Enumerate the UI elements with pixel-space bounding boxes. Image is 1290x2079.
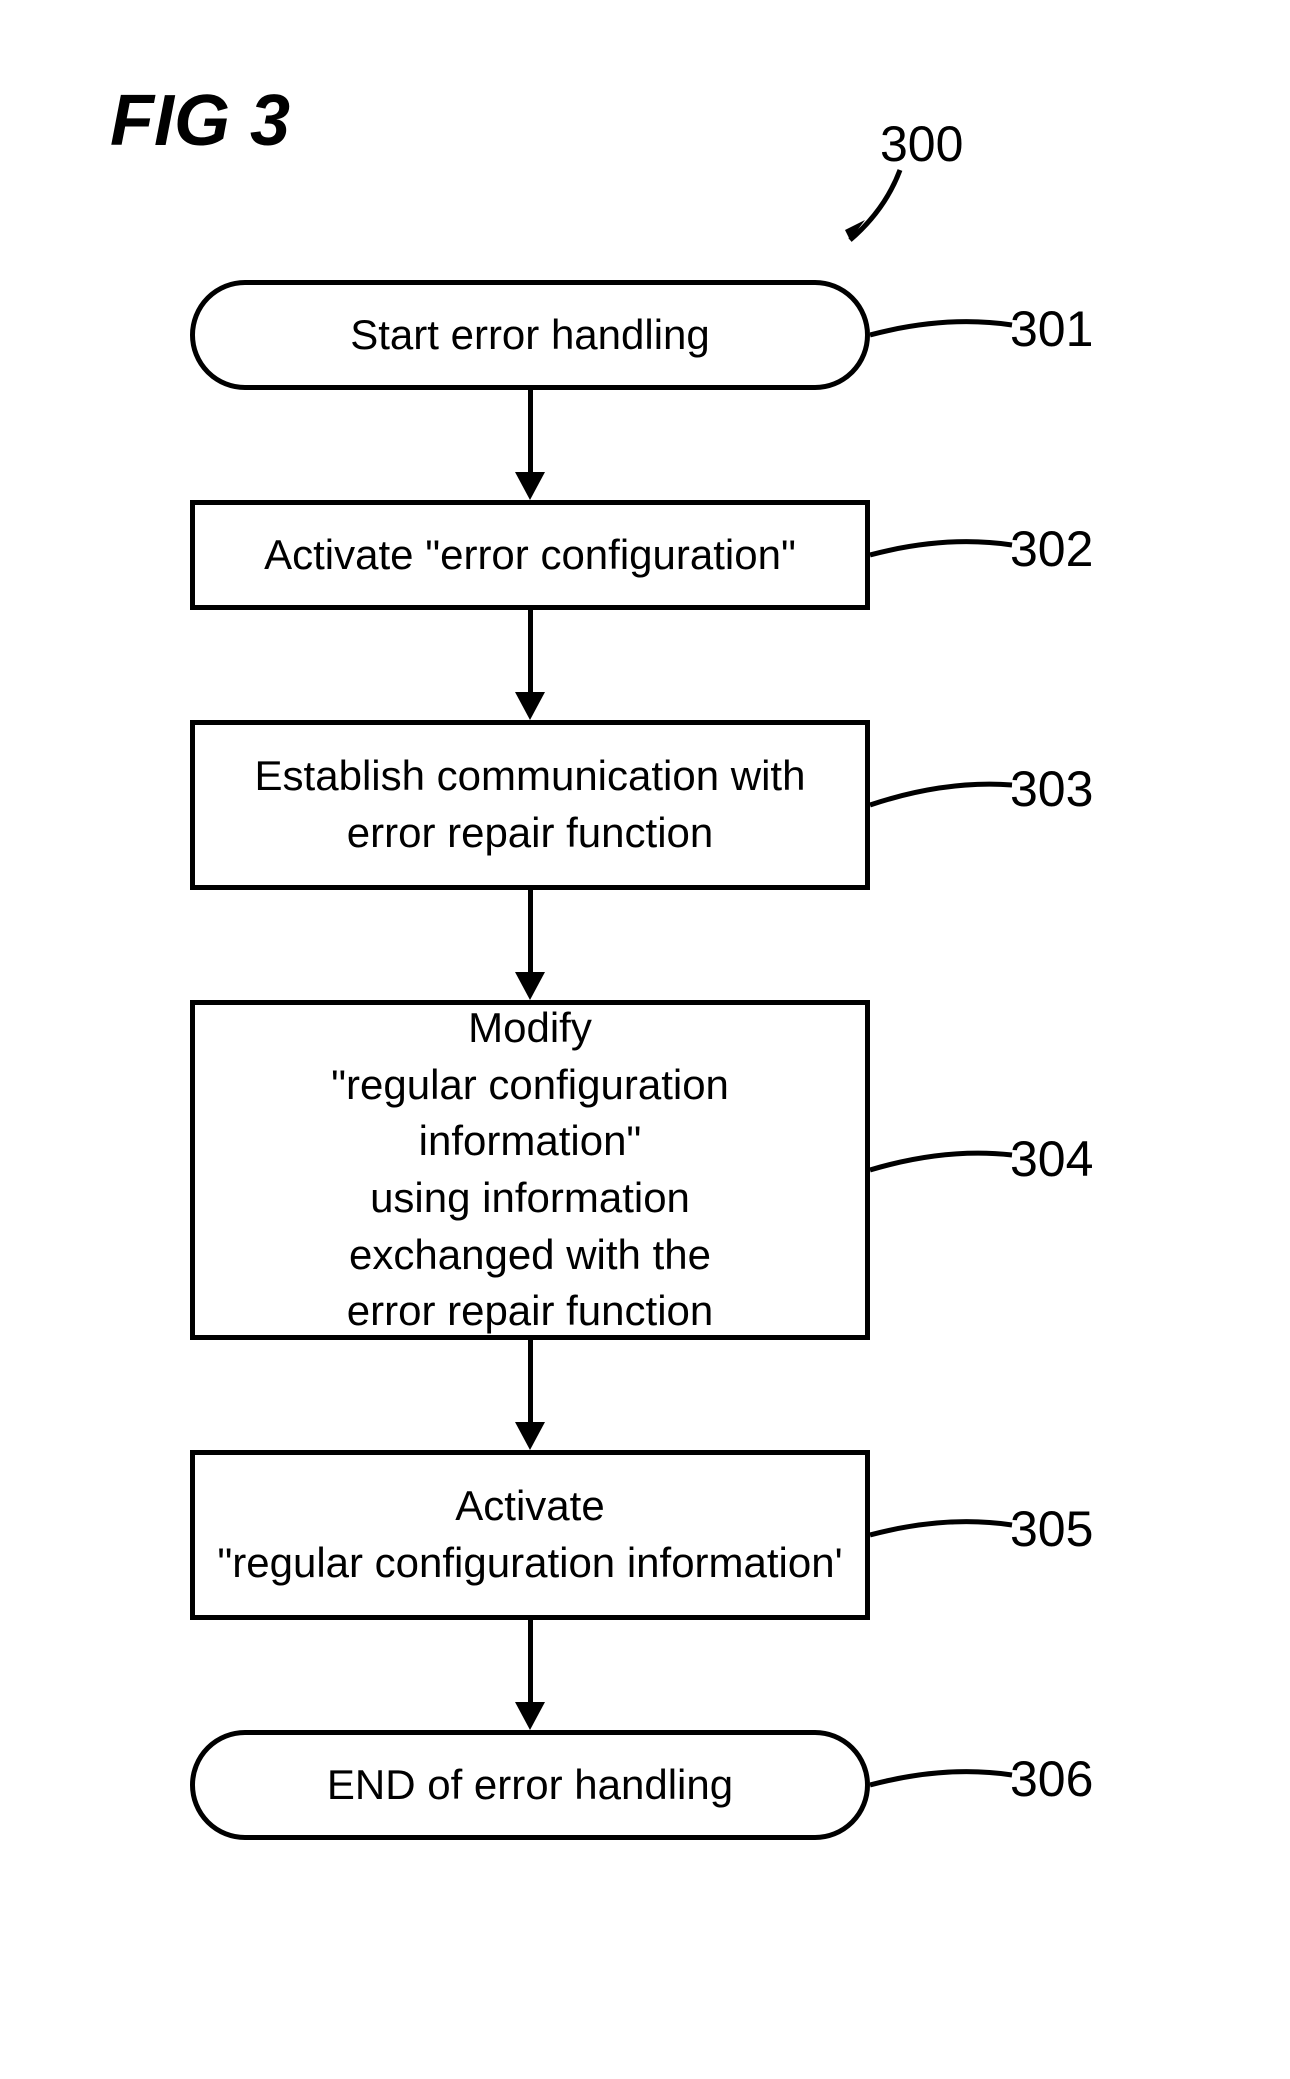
edge-line-3 [528,1340,533,1425]
leader-line-305 [870,1505,1020,1555]
flowchart-node-n301: Start error handling [190,280,870,390]
edge-arrowhead-3 [515,1422,545,1450]
node-text: Activate "regular configuration informat… [217,1478,842,1591]
edge-line-4 [528,1620,533,1705]
figure-label: FIG 3 [110,80,290,162]
edge-arrowhead-2 [515,972,545,1000]
edge-line-0 [528,390,533,475]
flowchart-node-n302: Activate "error configuration" [190,500,870,610]
ref-num-304: 304 [1010,1130,1093,1188]
ref-main-arrow [830,160,920,260]
leader-line-301 [870,305,1020,355]
flowchart-node-n304: Modify "regular configuration informatio… [190,1000,870,1340]
node-text: Establish communication with error repai… [255,748,806,861]
node-text: Activate "error configuration" [264,527,796,584]
leader-line-304 [870,1135,1020,1190]
edge-arrowhead-4 [515,1702,545,1730]
edge-arrowhead-1 [515,692,545,720]
ref-num-301: 301 [1010,300,1093,358]
leader-line-306 [870,1755,1020,1805]
edge-line-1 [528,610,533,695]
flowchart-node-n303: Establish communication with error repai… [190,720,870,890]
ref-num-306: 306 [1010,1750,1093,1808]
node-text: Start error handling [350,307,710,364]
edge-line-2 [528,890,533,975]
ref-num-305: 305 [1010,1500,1093,1558]
ref-num-303: 303 [1010,760,1093,818]
flowchart-node-n305: Activate "regular configuration informat… [190,1450,870,1620]
flowchart-node-n306: END of error handling [190,1730,870,1840]
edge-arrowhead-0 [515,472,545,500]
node-text: END of error handling [327,1757,733,1814]
leader-line-302 [870,525,1020,575]
ref-num-302: 302 [1010,520,1093,578]
leader-line-303 [870,765,1020,825]
node-text: Modify "regular configuration informatio… [215,1000,845,1340]
